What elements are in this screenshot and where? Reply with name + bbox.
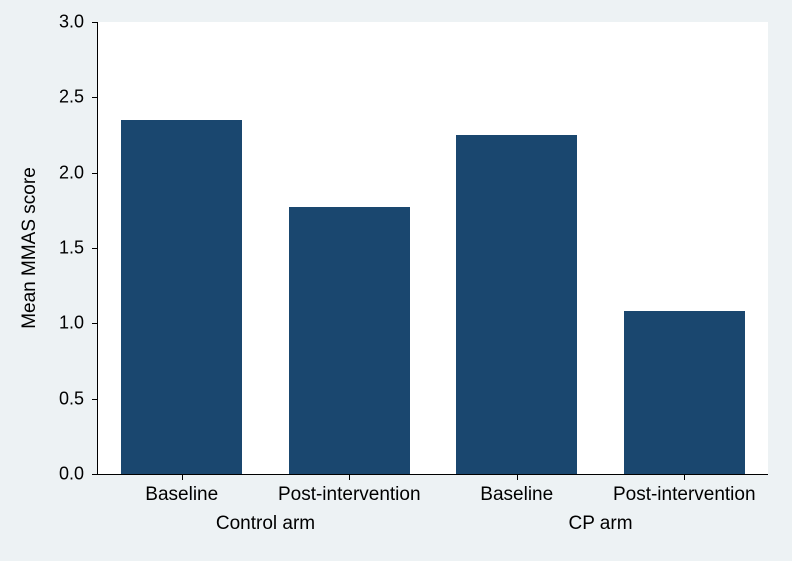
- y-tick-label: 0.5: [0, 388, 84, 409]
- bar: [121, 120, 242, 474]
- y-tick-mark: [92, 97, 98, 98]
- y-tick-label: 1.5: [0, 238, 84, 259]
- x-tick-mark: [517, 474, 518, 480]
- y-tick-mark: [92, 22, 98, 23]
- y-tick-mark: [92, 173, 98, 174]
- x-group-label: Control arm: [216, 513, 315, 535]
- bar: [624, 311, 745, 474]
- bar: [289, 207, 410, 474]
- y-tick-label: 2.0: [0, 162, 84, 183]
- x-category-label: Baseline: [145, 484, 218, 506]
- y-tick-label: 0.0: [0, 464, 84, 485]
- y-tick-mark: [92, 248, 98, 249]
- chart-frame: 0.0 0.5 1.0 1.5 2.0 2.5 3.0 Mean MMAS score Ba…: [0, 0, 792, 561]
- y-tick-label: 1.0: [0, 313, 84, 334]
- x-category-label: Post-intervention: [613, 484, 756, 506]
- bar: [456, 135, 577, 474]
- y-tick-label: 3.0: [0, 12, 84, 33]
- x-axis-line: [98, 474, 768, 475]
- y-tick-label: 2.5: [0, 87, 84, 108]
- x-tick-mark: [182, 474, 183, 480]
- x-category-label: Baseline: [480, 484, 553, 506]
- y-tick-mark: [92, 323, 98, 324]
- x-group-label: CP arm: [568, 513, 632, 535]
- y-axis-label: Mean MMAS score: [19, 167, 41, 329]
- y-tick-mark: [92, 399, 98, 400]
- y-tick-mark: [92, 474, 98, 475]
- x-category-label: Post-intervention: [278, 484, 421, 506]
- x-tick-mark: [684, 474, 685, 480]
- x-tick-mark: [349, 474, 350, 480]
